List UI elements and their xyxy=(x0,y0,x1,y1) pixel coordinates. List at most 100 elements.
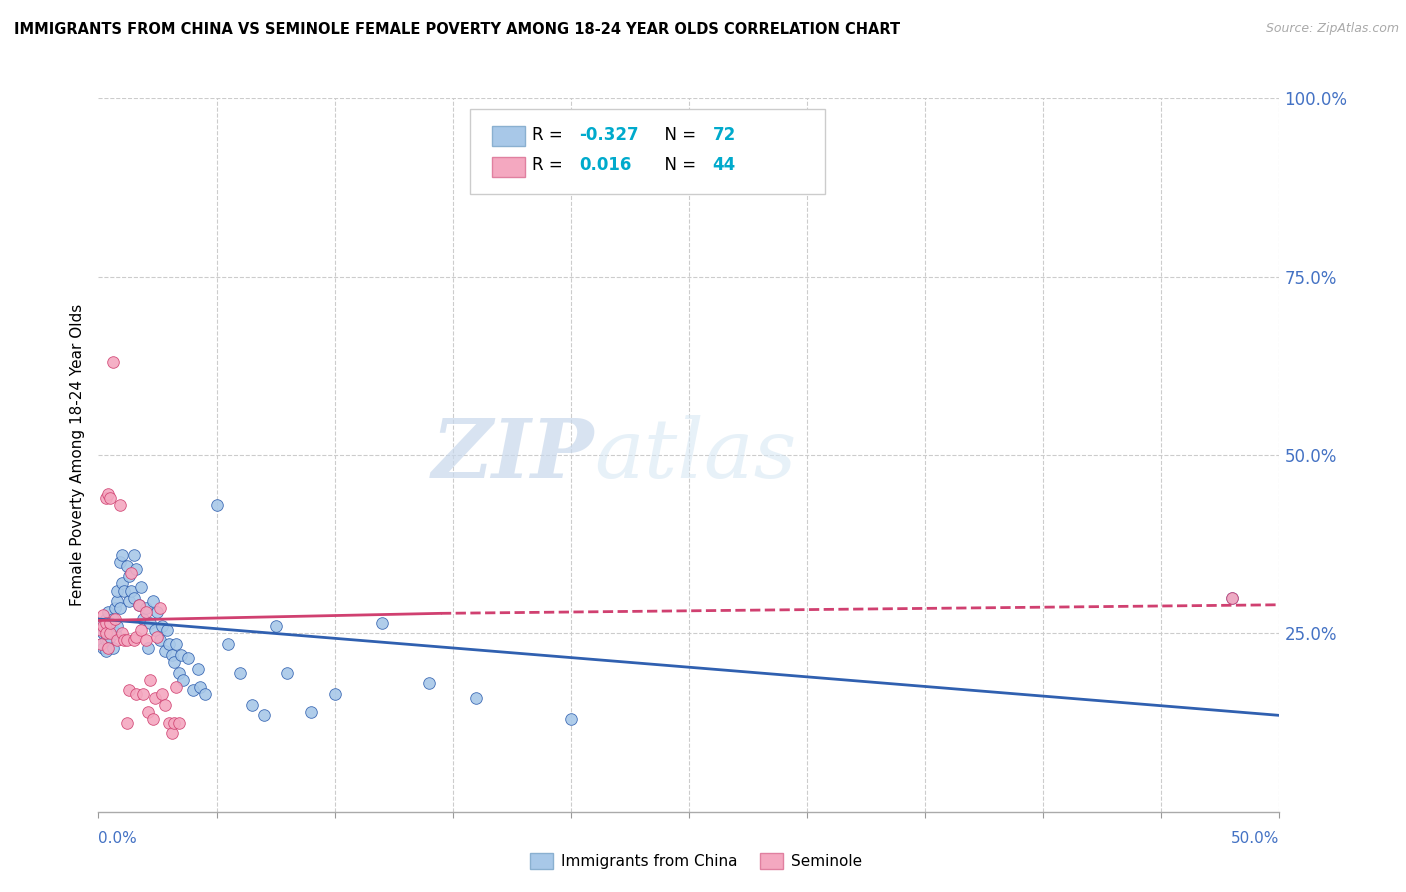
Point xyxy=(118,594,141,608)
Point xyxy=(118,569,141,583)
Point xyxy=(101,355,124,369)
Point xyxy=(111,548,134,562)
Point xyxy=(108,498,131,512)
Point xyxy=(1220,591,1243,605)
Point xyxy=(97,633,120,648)
Point xyxy=(136,640,159,655)
Text: 72: 72 xyxy=(713,126,735,144)
Point xyxy=(205,498,228,512)
Point xyxy=(136,705,159,719)
Y-axis label: Female Poverty Among 18-24 Year Olds: Female Poverty Among 18-24 Year Olds xyxy=(69,304,84,606)
Point xyxy=(122,633,145,648)
Point xyxy=(122,548,145,562)
Point xyxy=(142,712,165,726)
Point xyxy=(188,680,211,694)
Point xyxy=(371,615,394,630)
Point xyxy=(135,605,157,619)
Point xyxy=(129,623,152,637)
Point xyxy=(1220,591,1243,605)
Point xyxy=(157,637,180,651)
Point xyxy=(115,558,138,573)
Point xyxy=(163,655,186,669)
Point xyxy=(560,712,582,726)
Point xyxy=(121,583,143,598)
Point xyxy=(105,583,128,598)
Point xyxy=(97,605,120,619)
Point xyxy=(323,687,346,701)
Point xyxy=(418,676,440,690)
Point xyxy=(97,619,120,633)
Point xyxy=(132,612,155,626)
Text: 50.0%: 50.0% xyxy=(1232,831,1279,846)
Point xyxy=(128,598,150,612)
Text: N =: N = xyxy=(654,156,700,174)
Point xyxy=(160,726,183,740)
Point xyxy=(128,598,150,612)
Point xyxy=(91,615,114,630)
Legend: Immigrants from China, Seminole: Immigrants from China, Seminole xyxy=(524,847,868,875)
Text: R =: R = xyxy=(531,126,568,144)
Point xyxy=(165,637,187,651)
Point xyxy=(105,633,128,648)
Point xyxy=(97,640,120,655)
Text: N =: N = xyxy=(654,126,700,144)
Point xyxy=(217,637,239,651)
Text: ZIP: ZIP xyxy=(432,415,595,495)
Point xyxy=(125,687,148,701)
Point xyxy=(132,687,155,701)
Point xyxy=(135,633,157,648)
Point xyxy=(157,715,180,730)
Point xyxy=(143,623,166,637)
Point xyxy=(98,630,121,644)
Point xyxy=(125,630,148,644)
Point xyxy=(143,690,166,705)
Point xyxy=(167,665,190,680)
Point xyxy=(104,626,127,640)
Point xyxy=(125,562,148,576)
Point xyxy=(91,640,114,655)
Point xyxy=(187,662,209,676)
Point xyxy=(156,623,179,637)
Point xyxy=(115,715,138,730)
Point xyxy=(94,633,117,648)
Point xyxy=(101,612,124,626)
Point xyxy=(98,491,121,505)
Point xyxy=(108,555,131,569)
Point xyxy=(167,715,190,730)
Point xyxy=(111,576,134,591)
Point xyxy=(101,640,124,655)
Point xyxy=(146,630,169,644)
Point xyxy=(253,708,276,723)
Point xyxy=(94,612,117,626)
Point xyxy=(104,612,127,626)
Point xyxy=(101,623,124,637)
Point xyxy=(112,583,135,598)
Point xyxy=(276,665,298,680)
Point xyxy=(194,687,217,701)
Point xyxy=(129,580,152,594)
Point xyxy=(172,673,194,687)
Point xyxy=(149,601,172,615)
Text: 0.0%: 0.0% xyxy=(98,831,138,846)
Point xyxy=(90,623,112,637)
Point xyxy=(94,626,117,640)
Text: Source: ZipAtlas.com: Source: ZipAtlas.com xyxy=(1265,22,1399,36)
Point xyxy=(98,626,121,640)
Point xyxy=(105,594,128,608)
Point xyxy=(105,619,128,633)
Text: R =: R = xyxy=(531,156,568,174)
Point xyxy=(98,615,121,630)
Point xyxy=(94,491,117,505)
Point xyxy=(115,633,138,648)
Point xyxy=(150,687,173,701)
Point xyxy=(111,626,134,640)
Point xyxy=(181,683,204,698)
Point xyxy=(299,705,322,719)
FancyBboxPatch shape xyxy=(492,126,524,146)
Text: IMMIGRANTS FROM CHINA VS SEMINOLE FEMALE POVERTY AMONG 18-24 YEAR OLDS CORRELATI: IMMIGRANTS FROM CHINA VS SEMINOLE FEMALE… xyxy=(14,22,900,37)
Point xyxy=(165,680,187,694)
Point xyxy=(139,615,162,630)
Point xyxy=(150,619,173,633)
Point xyxy=(149,633,172,648)
Point xyxy=(91,608,114,623)
